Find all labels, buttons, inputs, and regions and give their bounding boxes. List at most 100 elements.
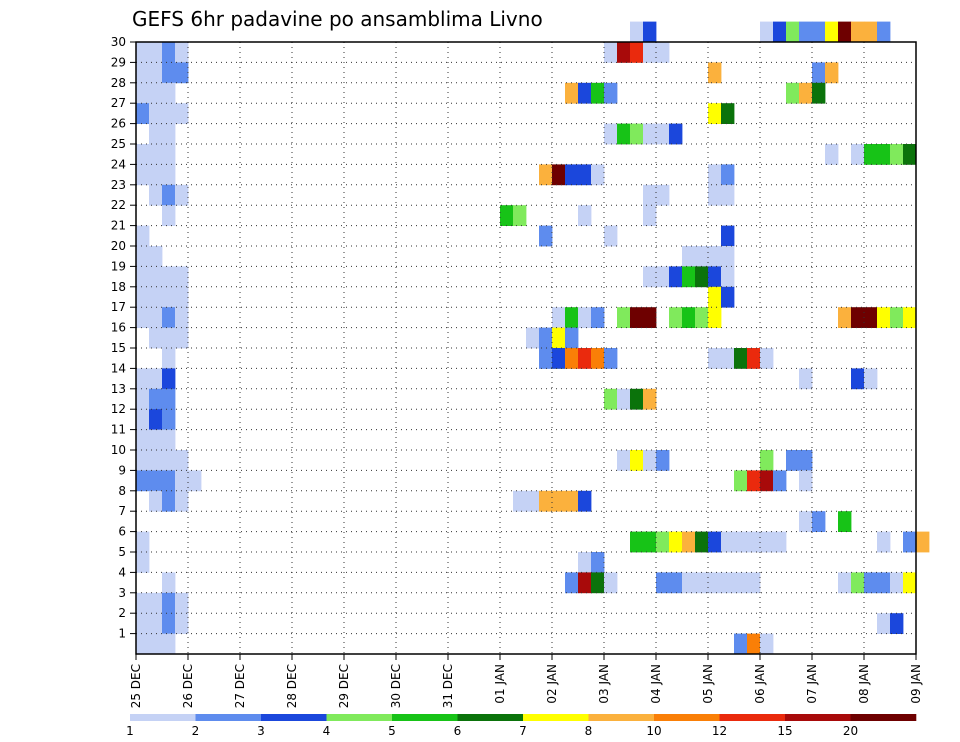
precip-cell: [864, 572, 878, 594]
precip-cell: [175, 62, 189, 84]
y-tick-label: 28: [111, 76, 126, 90]
y-tick-label: 25: [111, 137, 126, 151]
dotted-grid: [136, 41, 916, 654]
precip-cell: [136, 225, 150, 247]
precip-cell: [149, 409, 163, 430]
precip-cell: [149, 490, 163, 512]
x-tick-label: 02 JAN: [545, 664, 559, 704]
precip-cell: [188, 470, 202, 492]
x-axis: 25 DEC 26 DEC 27 DEC 28 DEC 29 DEC 30 DEC 31 D…: [129, 654, 923, 708]
precip-cell: [526, 490, 540, 512]
precip-cell: [162, 613, 176, 634]
precip-cell: [539, 164, 553, 186]
precip-cell: [149, 123, 163, 145]
precip-cell: [617, 450, 631, 471]
precip-cell: [175, 470, 189, 492]
precip-cell: [136, 552, 150, 573]
legend-label: 20: [843, 724, 858, 738]
precip-cell: [162, 348, 176, 369]
precip-cell: [903, 572, 917, 594]
precip-cell: [162, 266, 176, 288]
precip-cell: [890, 572, 904, 594]
precip-cell: [552, 164, 566, 186]
precip-cell: [578, 205, 592, 226]
precip-cell: [513, 490, 527, 512]
x-tick-label: 05 JAN: [701, 664, 715, 704]
precip-cell: [162, 490, 176, 512]
legend-swatch: [326, 714, 393, 721]
x-tick-label: 27 DEC: [233, 664, 247, 708]
legend-label: 1: [126, 724, 134, 738]
precip-cell: [162, 286, 176, 308]
legend-swatch: [719, 714, 786, 721]
precip-cell: [162, 327, 176, 349]
precip-cell: [149, 307, 163, 328]
precip-cell: [591, 552, 605, 573]
precip-cell: [669, 531, 683, 553]
precip-cell: [747, 572, 761, 594]
precip-cell: [669, 307, 683, 328]
precip-cell: [812, 62, 826, 84]
legend-label: 2: [192, 724, 200, 738]
precip-cell: [734, 633, 748, 655]
legend-swatch: [785, 714, 851, 721]
precip-cell: [162, 388, 176, 410]
precip-cell: [565, 164, 579, 186]
precip-cell: [877, 613, 891, 634]
precip-cell: [578, 82, 592, 104]
precip-cell: [149, 429, 163, 451]
precip-cell: [721, 164, 735, 186]
color-legend: 1 2 3 4 5 6 7 8 10 12 15 20: [126, 714, 917, 738]
precip-cell: [136, 470, 150, 492]
precip-cell: [630, 21, 644, 43]
precip-cell: [682, 307, 696, 328]
precip-cell: [149, 633, 163, 655]
precip-cell: [903, 307, 917, 328]
precip-cell: [136, 286, 150, 308]
precip-cell: [877, 144, 891, 165]
legend-swatch: [261, 714, 327, 721]
precip-cell: [149, 103, 163, 124]
precip-cell: [617, 42, 631, 63]
precip-cell: [695, 266, 709, 288]
y-tick-label: 23: [111, 178, 126, 192]
precip-cell: [695, 531, 709, 553]
precip-cell: [916, 531, 930, 553]
precip-cell: [578, 164, 592, 186]
precip-cell: [708, 62, 722, 84]
precip-cell: [552, 348, 566, 369]
precip-cells: [136, 21, 930, 655]
precip-cell: [565, 327, 579, 349]
precip-cell: [812, 82, 826, 104]
chart-title: GEFS 6hr padavine po ansamblima Livno: [132, 7, 543, 31]
precip-cell: [175, 327, 189, 349]
legend-label: 8: [585, 724, 593, 738]
y-tick-label: 24: [111, 157, 126, 171]
precip-cell: [162, 429, 176, 451]
x-tick-label: 30 DEC: [389, 664, 403, 708]
precip-cell: [799, 470, 813, 492]
precip-cell: [877, 21, 891, 43]
precip-cell: [682, 246, 696, 267]
precip-cell: [643, 450, 657, 471]
precip-cell: [539, 348, 553, 369]
precip-cell: [643, 123, 657, 145]
precip-cell: [838, 307, 852, 328]
precip-cell: [617, 307, 631, 328]
precip-cell: [136, 368, 150, 390]
precip-cell: [136, 531, 150, 553]
precip-cell: [721, 103, 735, 124]
precip-cell: [643, 21, 657, 43]
precip-cell: [565, 307, 579, 328]
precip-cell: [773, 470, 787, 492]
y-tick-label: 22: [111, 198, 126, 212]
y-tick-label: 20: [111, 239, 126, 253]
precip-cell: [136, 633, 150, 655]
precip-cell: [734, 348, 748, 369]
precip-cell: [136, 246, 150, 267]
precip-cell: [890, 613, 904, 634]
precip-cell: [643, 184, 657, 206]
x-tick-label: 26 DEC: [181, 664, 195, 708]
precip-cell: [591, 307, 605, 328]
precip-cell: [591, 164, 605, 186]
